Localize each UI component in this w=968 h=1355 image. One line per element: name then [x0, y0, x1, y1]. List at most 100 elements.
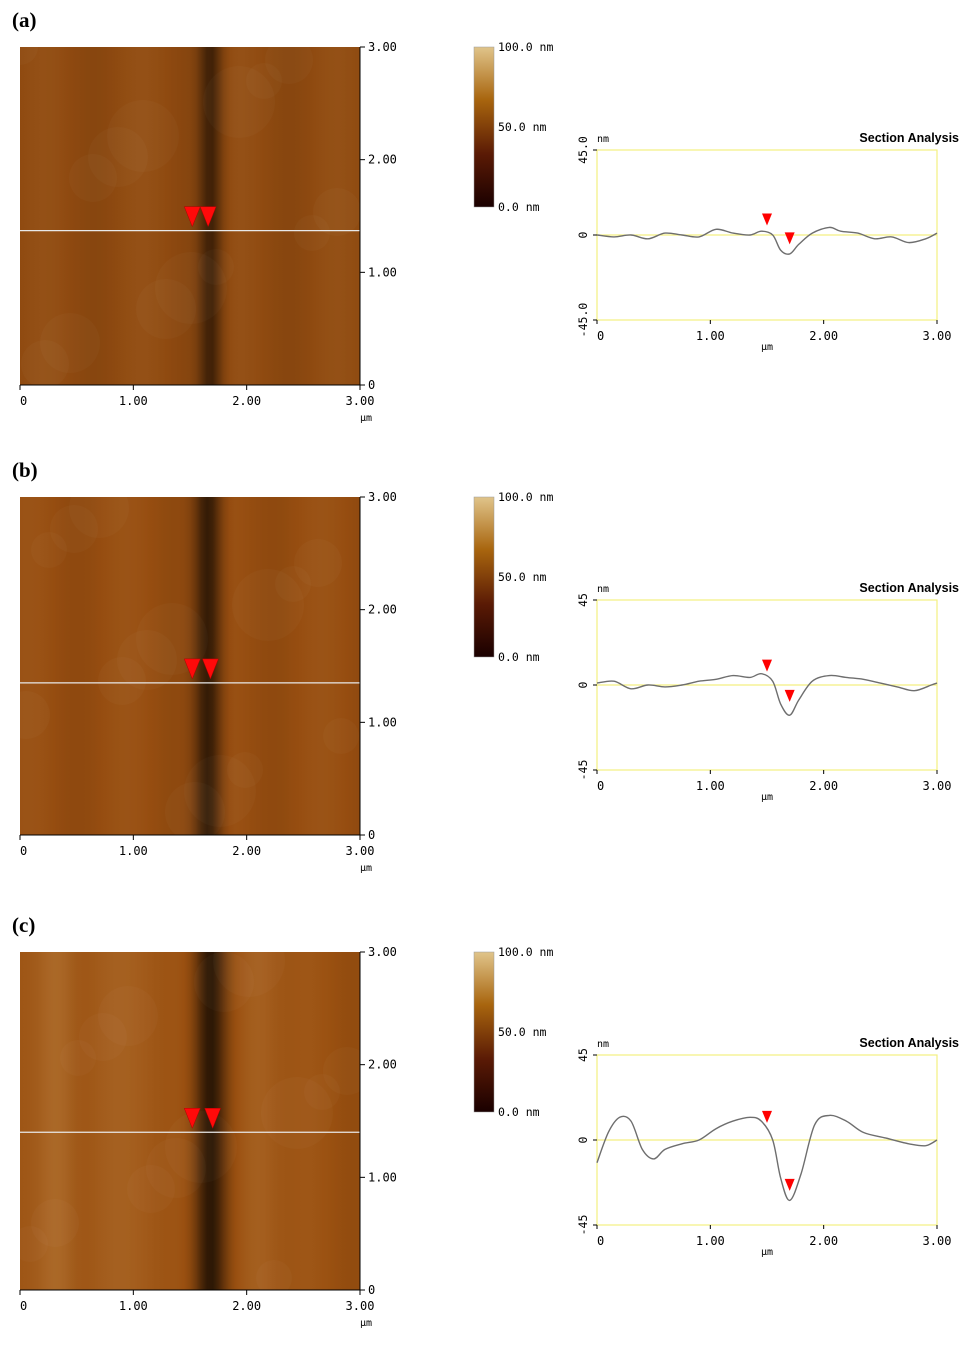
section-x-tick-label: 0 [597, 1234, 604, 1248]
section-y-tick-label: -45 [576, 1215, 590, 1236]
afm-texture-blob [2, 29, 38, 65]
section-x-tick-label: 2.00 [809, 329, 838, 343]
section-title: Section Analysis [859, 131, 959, 145]
section-x-tick-label: 0 [597, 329, 604, 343]
panel-a: (a) 0 1.00 2.00 3.00 0 1.00 2.00 3.00 µm 100.0 nm… [0, 0, 968, 450]
afm-texture-blob [107, 100, 179, 172]
afm-texture-blob [323, 1047, 371, 1095]
section-x-tick-label: 1.00 [696, 329, 725, 343]
color-bar-label: 50.0 nm [498, 1025, 547, 1039]
afm-texture-blob [294, 539, 342, 587]
afm-texture-blob [69, 478, 129, 538]
section-x-tick-label: 2.00 [809, 1234, 838, 1248]
image-y-tick-label: 1.00 [368, 265, 397, 279]
section-y-tick-label: -45 [576, 760, 590, 781]
section-x-label: µm [761, 1247, 773, 1258]
section-x-tick-label: 1.00 [696, 779, 725, 793]
color-bar-label: 0.0 nm [498, 200, 540, 214]
cursor-marker [183, 1108, 201, 1129]
section-x-tick-label: 3.00 [923, 779, 952, 793]
image-x-tick-label: 3.00 [346, 844, 375, 858]
panel-b-graphics: 0 1.00 2.00 3.00 0 1.00 2.00 3.00 µm 100.0 nm 50.0… [19, 478, 959, 874]
image-y-tick-label: 3.00 [368, 945, 397, 959]
section-y-tick-label: 45 [576, 1048, 590, 1062]
image-y-tick-label: 3.00 [368, 490, 397, 504]
section-y-tick-label: 45.0 [576, 136, 590, 164]
cursor-marker [199, 206, 217, 228]
panel-label: (a) [12, 8, 37, 32]
image-y-tick-label: 2.00 [368, 1058, 397, 1072]
image-x-tick-label: 3.00 [346, 1299, 375, 1313]
section-x-tick-label: 3.00 [923, 329, 952, 343]
cursor-marker [204, 1108, 222, 1129]
color-bar [473, 496, 495, 658]
image-x-unit: µm [360, 863, 372, 874]
color-bar-label: 50.0 nm [498, 570, 547, 584]
afm-texture-blob [256, 1260, 292, 1296]
section-cursor-marker [762, 213, 772, 226]
afm-texture-blob [98, 986, 158, 1046]
panel-c-graphics: 0 1.00 2.00 3.00 0 1.00 2.00 3.00 µm 100.0 nm 50.0… [19, 925, 959, 1329]
section-profile-line [596, 672, 938, 716]
afm-texture-blob [31, 1199, 79, 1247]
color-bar-label: 100.0 nm [498, 490, 553, 504]
image-y-tick-label: 1.00 [368, 715, 397, 729]
afm-texture-blob [313, 188, 361, 236]
section-x-tick-label: 3.00 [923, 1234, 952, 1248]
panel-label: (c) [12, 913, 36, 937]
section-profile-line [596, 1114, 938, 1202]
section-y-tick-label: 0 [576, 231, 590, 238]
section-cursor-marker [784, 232, 795, 245]
section-y-tick-label: 45 [576, 593, 590, 607]
image-x-tick-label: 0 [20, 394, 27, 408]
section-x-tick-label: 1.00 [696, 1234, 725, 1248]
cursor-marker [202, 658, 219, 680]
image-x-tick-label: 1.00 [119, 844, 148, 858]
afm-texture-blob [227, 752, 263, 788]
section-title: Section Analysis [859, 1036, 959, 1050]
color-bar-label: 0.0 nm [498, 650, 540, 664]
image-x-tick-label: 1.00 [119, 1299, 148, 1313]
image-x-tick-label: 0 [20, 844, 27, 858]
color-bar-label: 0.0 nm [498, 1105, 540, 1119]
color-bar [473, 951, 495, 1113]
afm-texture-blob [40, 313, 100, 373]
section-y-tick-label: 0 [576, 1136, 590, 1143]
section-cursor-marker [784, 689, 795, 702]
image-y-tick-label: 0 [368, 828, 375, 842]
panel-label: (b) [12, 458, 38, 482]
panel-b: (b) 0 1.00 2.00 3.00 0 1.00 2.00 3.00 µm 100.0 nm… [0, 450, 968, 900]
image-x-unit: µm [360, 413, 372, 424]
section-profile-line [596, 226, 938, 255]
color-bar-label: 50.0 nm [498, 120, 547, 134]
afm-texture-blob [213, 925, 285, 997]
afm-texture-blob [323, 718, 359, 754]
section-x-label: µm [761, 342, 773, 353]
section-y-tick-label: -45.0 [576, 303, 590, 338]
afm-texture-blob [198, 249, 234, 285]
color-bar-label: 100.0 nm [498, 40, 553, 54]
afm-texture-blob [165, 1111, 237, 1183]
image-y-tick-label: 0 [368, 378, 375, 392]
image-y-tick-label: 1.00 [368, 1170, 397, 1184]
section-cursor-marker [762, 659, 772, 672]
color-bar [473, 46, 495, 208]
cursor-marker [183, 658, 201, 680]
section-y-unit: nm [597, 134, 609, 145]
image-x-tick-label: 2.00 [232, 844, 261, 858]
section-x-tick-label: 0 [597, 779, 604, 793]
image-y-tick-label: 3.00 [368, 40, 397, 54]
cursor-marker [183, 206, 201, 228]
image-x-tick-label: 3.00 [346, 394, 375, 408]
image-y-tick-label: 2.00 [368, 153, 397, 167]
image-y-tick-label: 0 [368, 1283, 375, 1297]
section-y-unit: nm [597, 1039, 609, 1050]
image-x-tick-label: 1.00 [119, 394, 148, 408]
image-x-tick-label: 2.00 [232, 1299, 261, 1313]
section-cursor-marker [784, 1178, 795, 1191]
color-bar-label: 100.0 nm [498, 945, 553, 959]
image-x-unit: µm [360, 1318, 372, 1329]
section-x-tick-label: 2.00 [809, 779, 838, 793]
image-y-tick-label: 2.00 [368, 603, 397, 617]
afm-texture-blob [265, 36, 313, 84]
